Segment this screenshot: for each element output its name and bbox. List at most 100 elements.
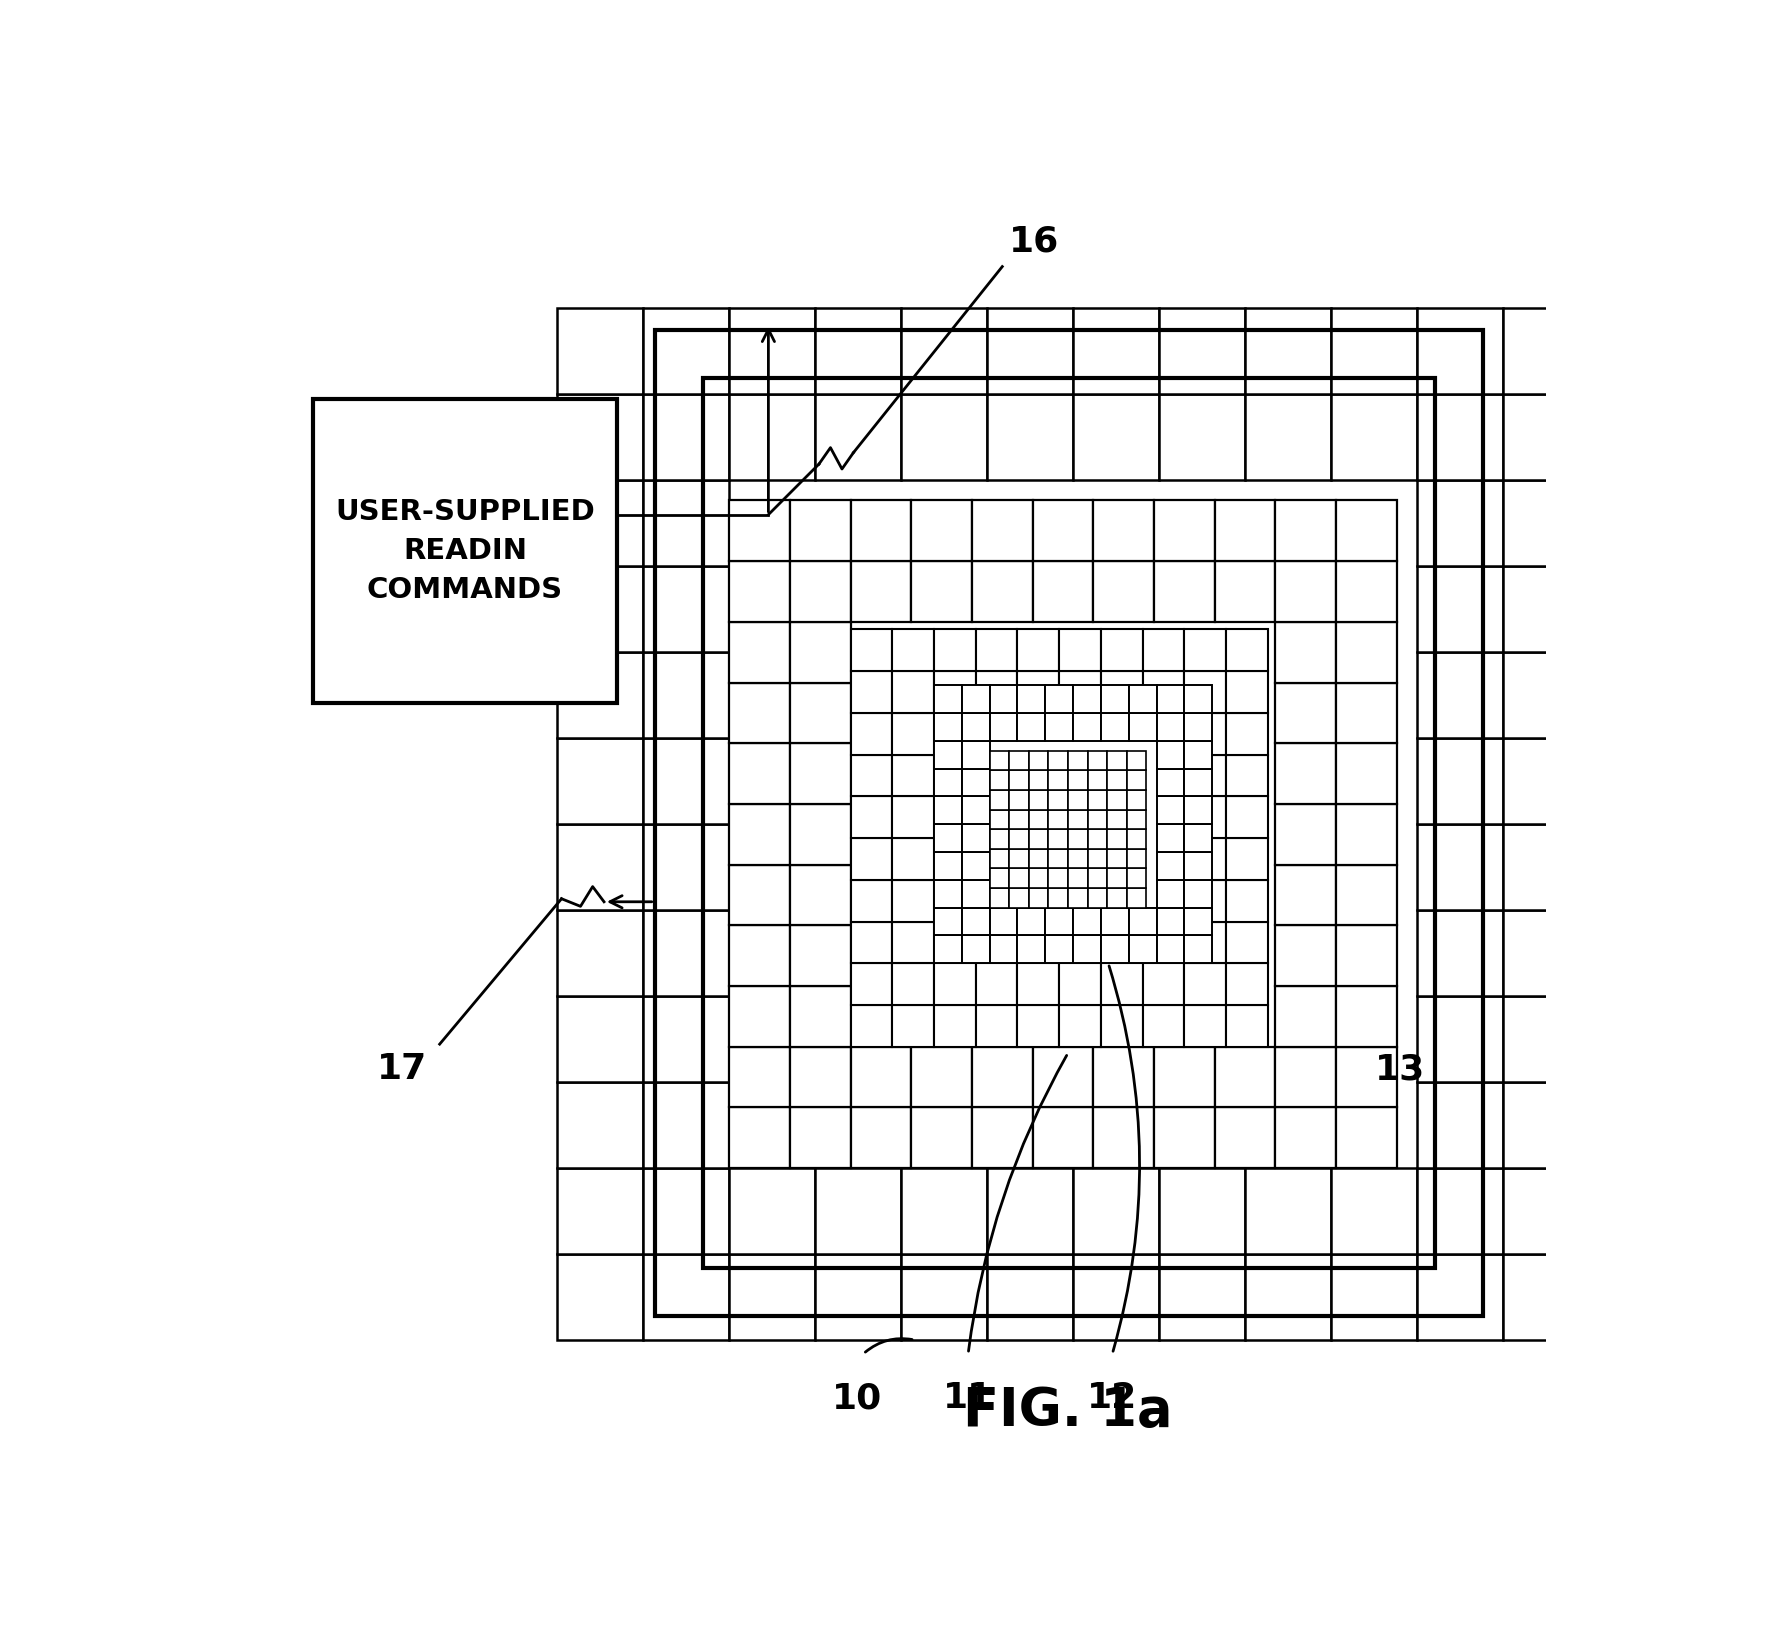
Bar — [1183, 824, 1212, 852]
Bar — [789, 744, 850, 805]
Bar — [989, 770, 1009, 790]
Bar — [1502, 739, 1588, 824]
Text: USER-SUPPLIED
READIN
COMMANDS: USER-SUPPLIED READIN COMMANDS — [335, 498, 595, 604]
Bar — [1099, 1005, 1142, 1046]
Bar — [1157, 880, 1183, 908]
Bar — [1128, 685, 1157, 713]
Bar — [960, 685, 989, 713]
Bar — [1417, 1254, 1502, 1340]
Bar — [314, 399, 617, 703]
Bar — [900, 309, 987, 394]
Bar — [891, 796, 934, 837]
Bar — [789, 562, 850, 622]
Bar — [558, 910, 643, 997]
Bar — [1157, 852, 1183, 880]
Bar — [934, 824, 960, 852]
Bar — [989, 685, 1018, 713]
Bar — [643, 309, 729, 394]
Bar — [789, 1046, 850, 1107]
Bar — [1335, 926, 1395, 985]
Bar — [1099, 908, 1128, 936]
Bar — [643, 1254, 729, 1340]
Bar — [654, 330, 1483, 1315]
Text: 12: 12 — [1087, 1381, 1137, 1415]
Bar — [558, 1082, 643, 1167]
Bar — [960, 908, 989, 936]
Bar — [558, 394, 643, 479]
Bar — [934, 713, 960, 741]
Bar — [891, 880, 934, 921]
Bar — [850, 921, 891, 964]
Bar — [1183, 796, 1212, 824]
Bar — [1073, 1254, 1158, 1340]
Bar — [1073, 908, 1099, 936]
Bar — [729, 1046, 789, 1107]
Bar — [1331, 309, 1417, 394]
Bar — [1183, 755, 1226, 796]
Bar — [1335, 1046, 1395, 1107]
Bar — [1073, 1167, 1158, 1254]
Bar — [989, 810, 1009, 829]
Bar — [643, 652, 729, 739]
Bar — [1067, 750, 1087, 770]
Bar — [1274, 622, 1335, 683]
Bar — [643, 1167, 729, 1254]
Bar — [850, 501, 911, 562]
Bar — [971, 562, 1032, 622]
Bar — [1107, 770, 1126, 790]
Text: 13: 13 — [1374, 1053, 1426, 1087]
Bar — [1107, 750, 1126, 770]
Bar — [987, 1254, 1073, 1340]
Bar — [702, 378, 1435, 1268]
Bar — [814, 394, 900, 479]
Bar — [1067, 790, 1087, 810]
Bar — [1157, 741, 1183, 768]
Bar — [960, 768, 989, 796]
Bar — [789, 622, 850, 683]
Bar — [850, 1005, 891, 1046]
Bar — [1018, 1005, 1059, 1046]
Bar — [989, 888, 1009, 908]
Bar — [1099, 629, 1142, 672]
Bar — [1092, 1046, 1153, 1107]
Bar — [1183, 908, 1212, 936]
Bar — [934, 936, 960, 964]
Bar — [850, 629, 891, 672]
Bar — [1331, 394, 1417, 479]
Text: 11: 11 — [943, 1381, 993, 1415]
Bar — [971, 1107, 1032, 1167]
Bar — [850, 880, 891, 921]
Bar — [1028, 849, 1048, 869]
Bar — [1044, 713, 1073, 741]
Bar — [654, 330, 1483, 1315]
Bar — [1274, 926, 1335, 985]
Bar — [1099, 672, 1142, 713]
Bar — [702, 378, 1435, 1268]
Bar — [1092, 1107, 1153, 1167]
Bar — [1274, 1046, 1335, 1107]
Bar — [1335, 805, 1395, 865]
Bar — [1028, 810, 1048, 829]
Bar — [1158, 309, 1244, 394]
Text: FIG. 1a: FIG. 1a — [962, 1384, 1173, 1437]
Bar — [729, 562, 789, 622]
Bar — [1417, 652, 1502, 739]
Bar — [1183, 796, 1226, 837]
Bar — [1158, 1167, 1244, 1254]
Bar — [1417, 910, 1502, 997]
Bar — [1048, 770, 1067, 790]
Bar — [729, 394, 814, 479]
Bar — [1335, 501, 1395, 562]
Bar — [1028, 790, 1048, 810]
Bar — [1087, 849, 1107, 869]
Bar — [643, 394, 729, 479]
Bar — [850, 755, 891, 796]
Bar — [1502, 479, 1588, 566]
Bar — [1018, 629, 1059, 672]
Bar — [1158, 394, 1244, 479]
Bar — [1502, 652, 1588, 739]
Bar — [1274, 865, 1335, 926]
Bar — [1226, 672, 1267, 713]
Text: 17: 17 — [376, 1053, 426, 1087]
Bar — [1502, 997, 1588, 1082]
